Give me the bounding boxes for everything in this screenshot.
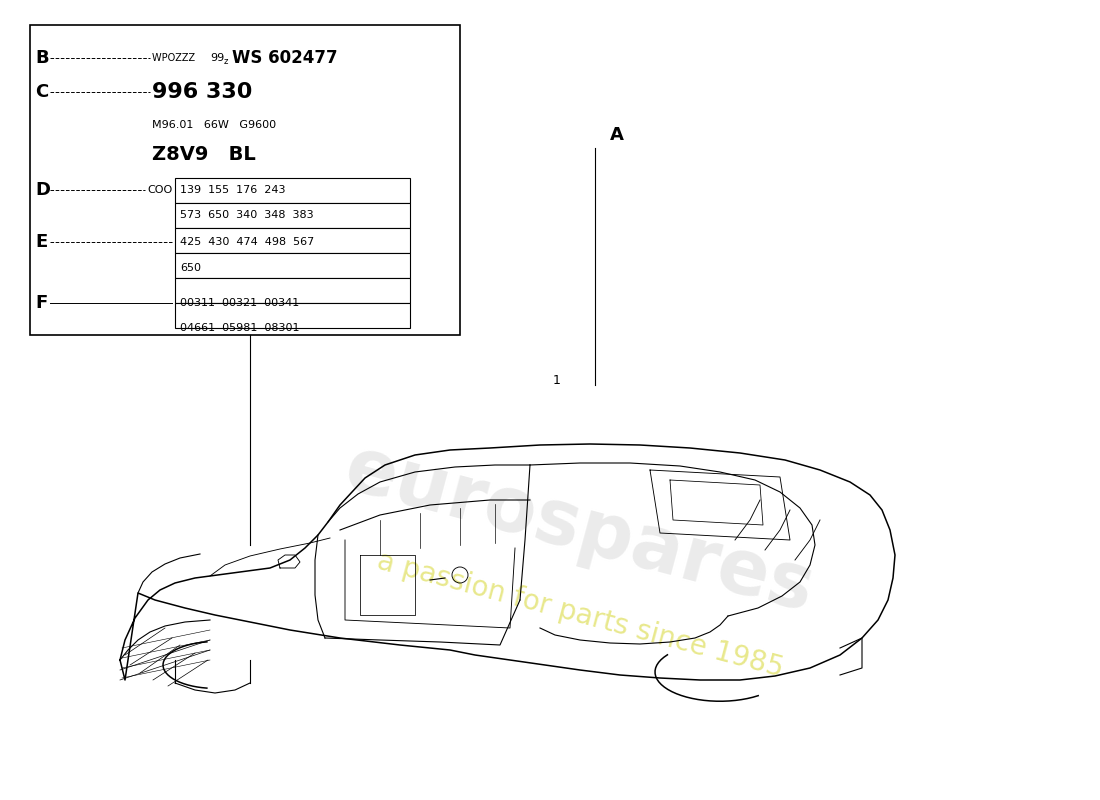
Text: 1: 1	[553, 374, 561, 386]
Text: A: A	[610, 126, 624, 144]
Text: 996 330: 996 330	[152, 82, 252, 102]
Text: 04661  05981  08301: 04661 05981 08301	[180, 323, 299, 333]
Bar	[175, 303, 410, 328]
Text: Z8V9   BL: Z8V9 BL	[152, 146, 255, 165]
Text: C: C	[35, 83, 48, 101]
Text: WS 602477: WS 602477	[232, 49, 338, 67]
Text: B: B	[35, 49, 48, 67]
Text: D: D	[35, 181, 50, 199]
Text: WPOZZZ: WPOZZZ	[152, 53, 201, 63]
Bar	[30, 25, 460, 335]
Text: 425  430  474  498  567: 425 430 474 498 567	[180, 237, 315, 247]
Text: z: z	[224, 58, 229, 66]
Bar	[175, 278, 410, 303]
Text: 573  650  340  348  383: 573 650 340 348 383	[180, 210, 314, 220]
Bar	[175, 253, 410, 278]
Bar	[175, 203, 410, 228]
Text: E: E	[35, 233, 47, 251]
Text: eurospares: eurospares	[338, 432, 823, 628]
Text: COO: COO	[147, 185, 173, 195]
Text: 00311  00321  00341: 00311 00321 00341	[180, 298, 299, 308]
Text: 650: 650	[180, 263, 201, 273]
Text: 139  155  176  243: 139 155 176 243	[180, 185, 286, 195]
Bar	[175, 178, 410, 203]
Text: F: F	[35, 294, 47, 312]
Text: a passion for parts since 1985: a passion for parts since 1985	[374, 547, 786, 683]
Text: M96.01   66W   G9600: M96.01 66W G9600	[152, 120, 276, 130]
Bar	[175, 228, 410, 253]
Text: 99: 99	[210, 53, 224, 63]
